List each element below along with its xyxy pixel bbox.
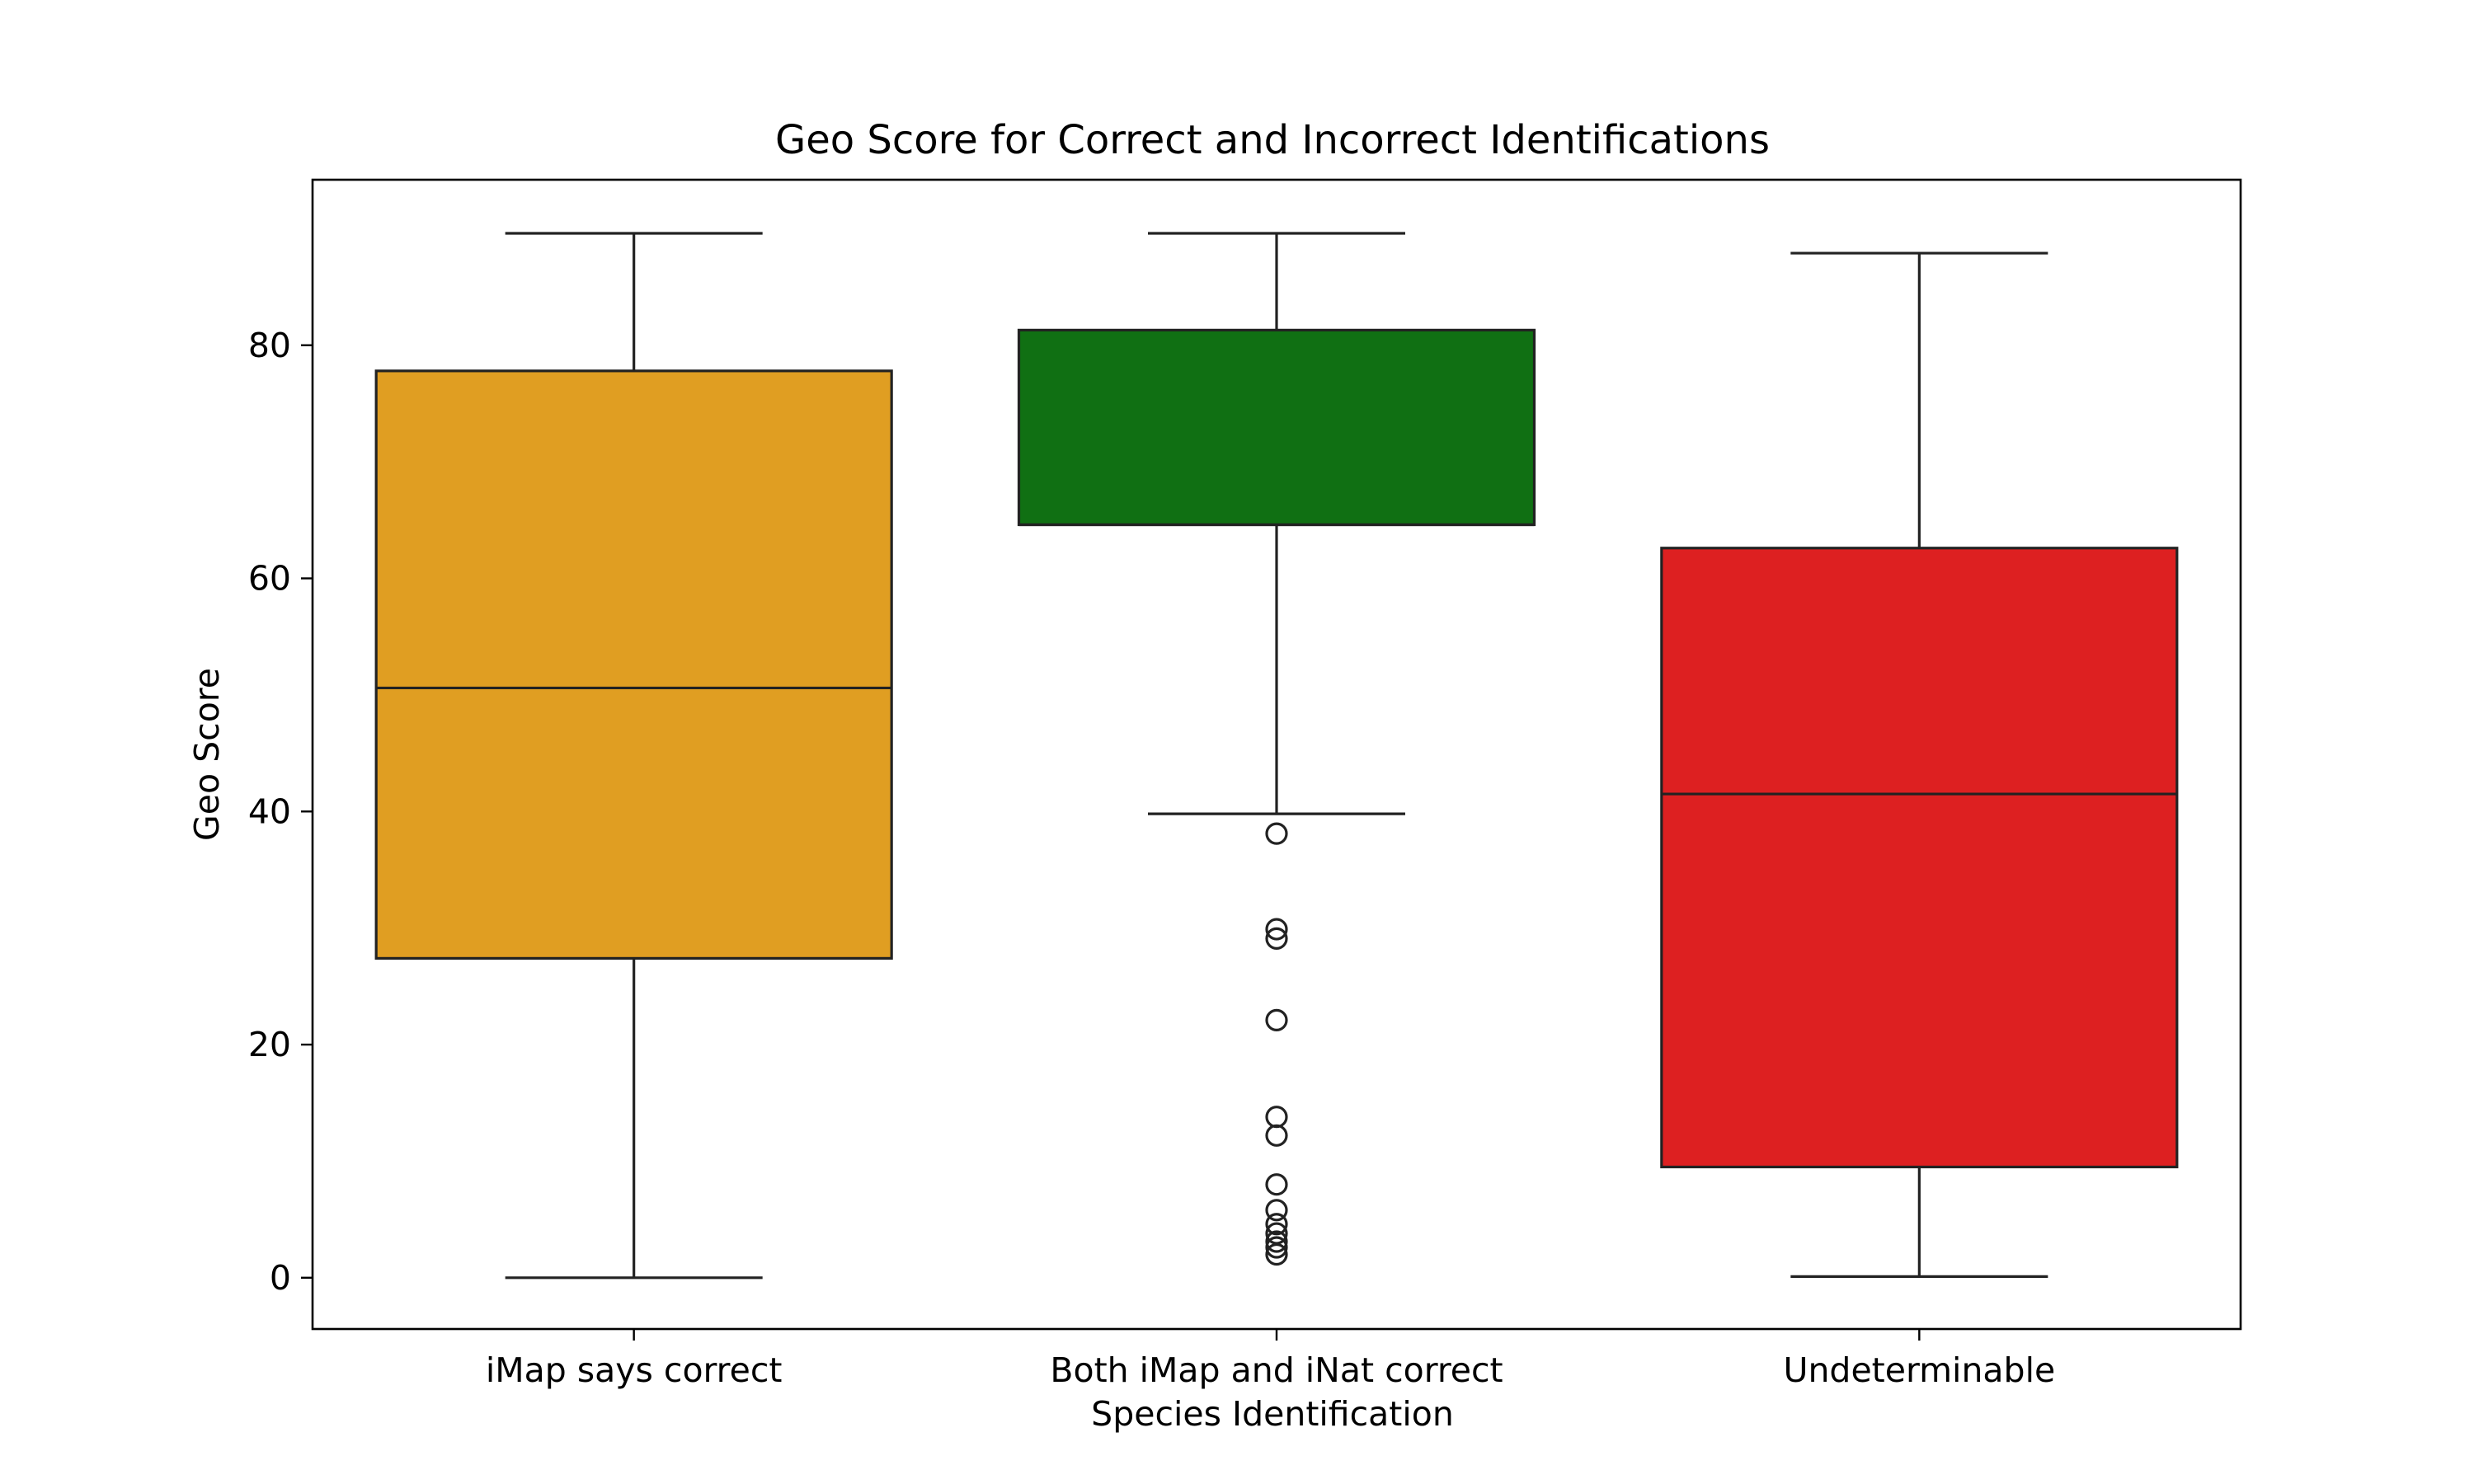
outlier-point	[1265, 1106, 1288, 1129]
plot-area: 0 20 40 60 80 iMap says correct Both iMap and …	[248, 178, 2242, 1390]
outlier-point	[1265, 1199, 1288, 1222]
y-tick-label: 0	[270, 1258, 291, 1298]
iqr-box	[1660, 547, 2179, 1169]
outlier-point	[1265, 927, 1288, 950]
iqr-box	[374, 369, 893, 960]
box-group	[374, 232, 893, 1280]
box-group	[1660, 251, 2179, 1278]
outlier-point	[1265, 1173, 1288, 1196]
y-tick-label: 40	[248, 791, 291, 831]
box-group	[1017, 232, 1536, 1266]
outlier-point	[1265, 1230, 1288, 1253]
x-tick-label: Undeterminable	[1783, 1350, 2055, 1390]
x-tick-label: iMap says correct	[486, 1350, 783, 1390]
outlier-point	[1265, 1008, 1288, 1031]
y-tick-label: 60	[248, 559, 291, 599]
outlier-point	[1265, 1213, 1288, 1236]
outlier-point	[1265, 822, 1288, 845]
plot-frame	[311, 178, 2242, 1331]
x-axis-label: Species Identification	[1091, 1394, 1454, 1434]
iqr-box	[1017, 328, 1536, 527]
outlier-point	[1265, 1242, 1288, 1266]
x-tick-label: Both iMap and iNat correct	[1050, 1350, 1503, 1390]
outlier-point	[1265, 918, 1288, 941]
y-axis-label: Geo Score	[187, 668, 227, 841]
outlier-point	[1265, 1124, 1288, 1147]
outlier-point	[1265, 1236, 1288, 1259]
y-tick-label: 80	[248, 326, 291, 365]
y-tick-label: 20	[248, 1025, 291, 1064]
chart-title: Geo Score for Correct and Incorrect Iden…	[775, 117, 1770, 163]
